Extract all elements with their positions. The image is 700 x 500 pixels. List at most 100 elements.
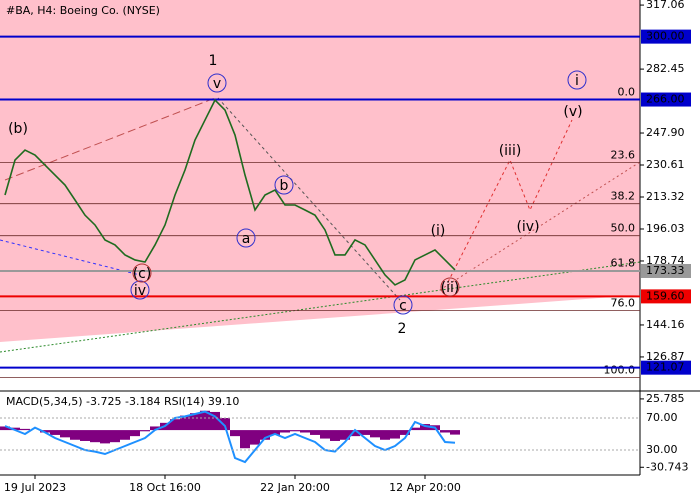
- level-label: 159.60: [646, 289, 685, 302]
- wave-circle: [236, 228, 256, 248]
- y-tick-label: 230.61: [646, 158, 685, 171]
- macd-bar: [260, 430, 270, 440]
- macd-bar: [330, 430, 340, 441]
- fib-label: 76.0: [611, 297, 636, 310]
- macd-bar: [150, 426, 160, 431]
- indicator-label: MACD(5,34,5) -3.725 -3.184 RSI(14) 39.10: [6, 395, 239, 408]
- macd-bar: [320, 430, 330, 439]
- macd-bar: [170, 419, 180, 431]
- wave-label: c: [399, 298, 407, 314]
- macd-tick-label: -30.743: [646, 460, 688, 473]
- macd-bar: [450, 430, 460, 435]
- macd-bar: [20, 428, 30, 431]
- macd-bar: [120, 430, 130, 440]
- wave-label: v: [213, 76, 221, 92]
- wave-label: 2: [398, 321, 407, 337]
- wave-label: (c): [133, 266, 152, 282]
- wave-label: (iv): [516, 219, 539, 235]
- wave-circle: [132, 263, 152, 283]
- fib-label: 50.0: [611, 222, 636, 235]
- macd-bar: [70, 430, 80, 440]
- macd-bar: [80, 430, 90, 441]
- y-tick-label: 196.03: [646, 222, 685, 235]
- wave-label: b: [280, 178, 289, 194]
- trend-line: [0, 239, 141, 276]
- macd-bar: [190, 413, 200, 431]
- wave-label: a: [242, 231, 251, 247]
- macd-tick-label: 25.785: [646, 392, 685, 405]
- wave-label: (v): [563, 104, 582, 120]
- fib-label: 100.0: [604, 364, 636, 377]
- macd-bar: [360, 430, 370, 435]
- wave-circle: [567, 70, 587, 90]
- macd-bar: [90, 430, 100, 443]
- macd-bar: [410, 427, 420, 431]
- y-tick-label: 317.06: [646, 0, 685, 11]
- y-tick-label: 144.16: [646, 318, 685, 331]
- fib-label: 23.6: [611, 149, 636, 162]
- y-tick-label: 247.90: [646, 126, 685, 139]
- macd-bar: [440, 430, 450, 433]
- wave-label: i: [575, 73, 579, 89]
- wave-label: (b): [8, 121, 28, 137]
- macd-bar: [350, 430, 360, 437]
- y-tick-label: 213.32: [646, 190, 685, 203]
- wave-projections: [0, 97, 641, 353]
- level-label: 173.33: [646, 264, 685, 277]
- x-tick-label: 22 Jan 20:00: [260, 481, 330, 494]
- macd-bar: [10, 427, 20, 431]
- macd-bar: [140, 430, 150, 432]
- x-tick-label: 19 Jul 2023: [4, 481, 66, 494]
- macd-bar: [100, 430, 110, 444]
- macd-bar: [230, 430, 240, 437]
- level-tag: [641, 360, 691, 375]
- wave-circle: [130, 280, 150, 300]
- wave-circle: [393, 295, 413, 315]
- macd-bar: [390, 430, 400, 439]
- rsi-tick-label: 30.00: [646, 443, 678, 456]
- macd-bar: [370, 430, 380, 438]
- fib-label: 38.2: [611, 190, 636, 203]
- y-tick-label: 178.74: [646, 254, 685, 267]
- trend-line: [4, 97, 216, 181]
- macd-bar: [300, 430, 310, 433]
- macd-bar: [240, 430, 250, 449]
- zone-fill: [0, 0, 640, 342]
- fib-label: 0.0: [618, 86, 636, 99]
- wave-circle: [207, 73, 227, 93]
- wave-label: (i): [431, 223, 446, 239]
- level-label: 266.00: [646, 93, 685, 106]
- rsi-line: [4, 410, 456, 464]
- macd-bar: [270, 430, 280, 435]
- macd-bar: [310, 430, 320, 435]
- x-tick-label: 18 Oct 16:00: [129, 481, 201, 494]
- level-label: 121.07: [646, 361, 685, 374]
- level-tag: [641, 29, 691, 44]
- level-tag: [641, 263, 691, 278]
- x-tick-label: 12 Apr 20:00: [389, 481, 461, 494]
- macd-bar: [0, 426, 10, 431]
- macd-bar: [130, 430, 140, 437]
- wave-label: 1: [209, 53, 218, 69]
- macd-bar: [60, 430, 70, 438]
- level-tag: [641, 289, 691, 304]
- y-tick-label: 126.87: [646, 350, 685, 363]
- macd-bar: [290, 430, 300, 432]
- macd-bar: [280, 430, 290, 433]
- macd-bar: [220, 418, 230, 431]
- wave-circle: [274, 175, 294, 195]
- wave-circle: [440, 277, 460, 297]
- macd-bar: [380, 430, 390, 440]
- wave-path: [447, 119, 573, 283]
- macd-bar: [340, 430, 350, 440]
- wave-label: (ii): [441, 280, 460, 296]
- macd-bar: [400, 430, 410, 435]
- macd-bar: [50, 430, 60, 435]
- y-tick-label: 282.45: [646, 62, 685, 75]
- rsi-tick-label: 70.00: [646, 411, 678, 424]
- level-label: 300.00: [646, 30, 685, 43]
- fib-label: 61.8: [611, 257, 636, 270]
- macd-bar: [420, 424, 430, 431]
- level-tag: [641, 92, 691, 107]
